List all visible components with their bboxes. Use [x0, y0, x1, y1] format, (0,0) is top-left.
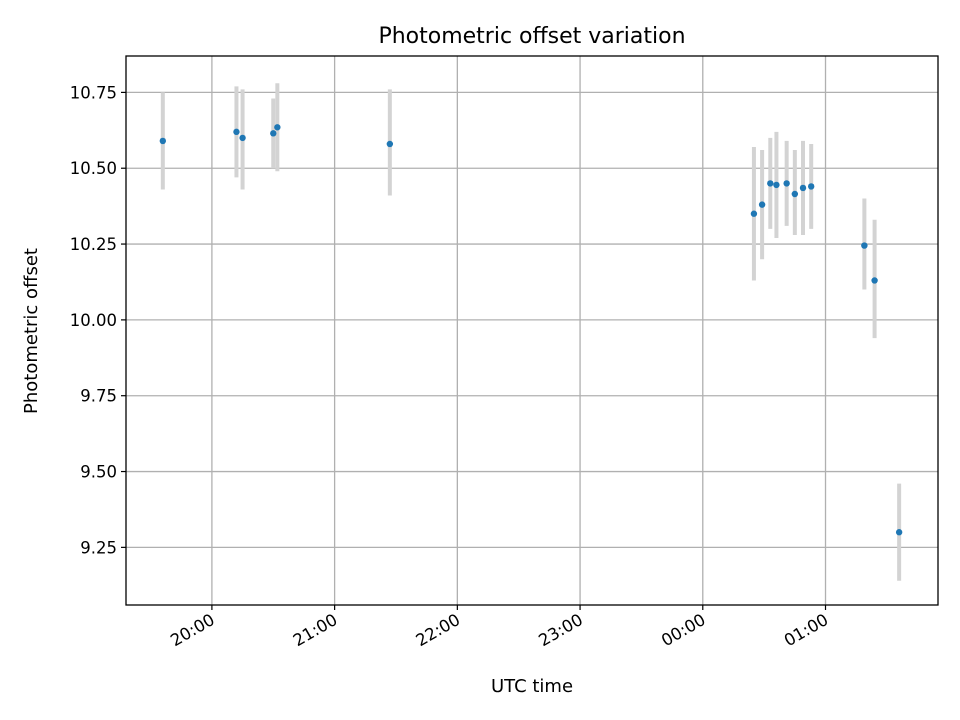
- x-tick-label: 21:00: [290, 610, 341, 650]
- data-point: [386, 140, 394, 148]
- data-point: [274, 124, 281, 131]
- data-points: [159, 124, 903, 536]
- data-point: [758, 201, 766, 208]
- data-point: [799, 184, 807, 192]
- y-tick-label: 10.00: [70, 311, 117, 330]
- data-point: [159, 137, 167, 145]
- x-axis-label: UTC time: [491, 676, 573, 697]
- x-tick-label: 20:00: [167, 610, 218, 650]
- data-point: [270, 130, 277, 137]
- y-axis-ticks: 10.75 10.50 10.25 10.00 9.75 9.50 9.25: [70, 83, 126, 557]
- y-tick-label: 10.75: [70, 83, 117, 102]
- y-tick-label: 9.75: [80, 387, 117, 406]
- y-axis-label: Photometric offset: [21, 248, 42, 414]
- y-tick-label: 10.25: [70, 235, 117, 254]
- y-tick-label: 10.50: [70, 159, 117, 178]
- data-point: [791, 190, 799, 198]
- grid: [126, 56, 938, 605]
- data-point: [861, 242, 868, 249]
- data-point: [783, 180, 790, 187]
- error-bars: [160, 83, 902, 581]
- x-axis-ticks: 20:00 21:00 22:00 23:00 00:00 01:00: [167, 605, 832, 650]
- y-tick-label: 9.25: [80, 538, 117, 557]
- x-tick-label: 00:00: [658, 610, 709, 650]
- x-tick-label: 23:00: [535, 610, 586, 650]
- data-point: [750, 210, 758, 217]
- data-point: [895, 529, 903, 536]
- data-point: [239, 134, 246, 142]
- data-point: [773, 181, 780, 189]
- data-point: [871, 277, 878, 284]
- data-point: [233, 128, 240, 136]
- y-tick-label: 9.50: [80, 463, 117, 482]
- data-point: [767, 180, 774, 187]
- data-point: [807, 183, 815, 190]
- chart-title: Photometric offset variation: [378, 24, 685, 49]
- x-tick-label: 22:00: [413, 610, 464, 650]
- x-tick-label: 01:00: [781, 610, 832, 650]
- plot-frame: [125, 55, 939, 606]
